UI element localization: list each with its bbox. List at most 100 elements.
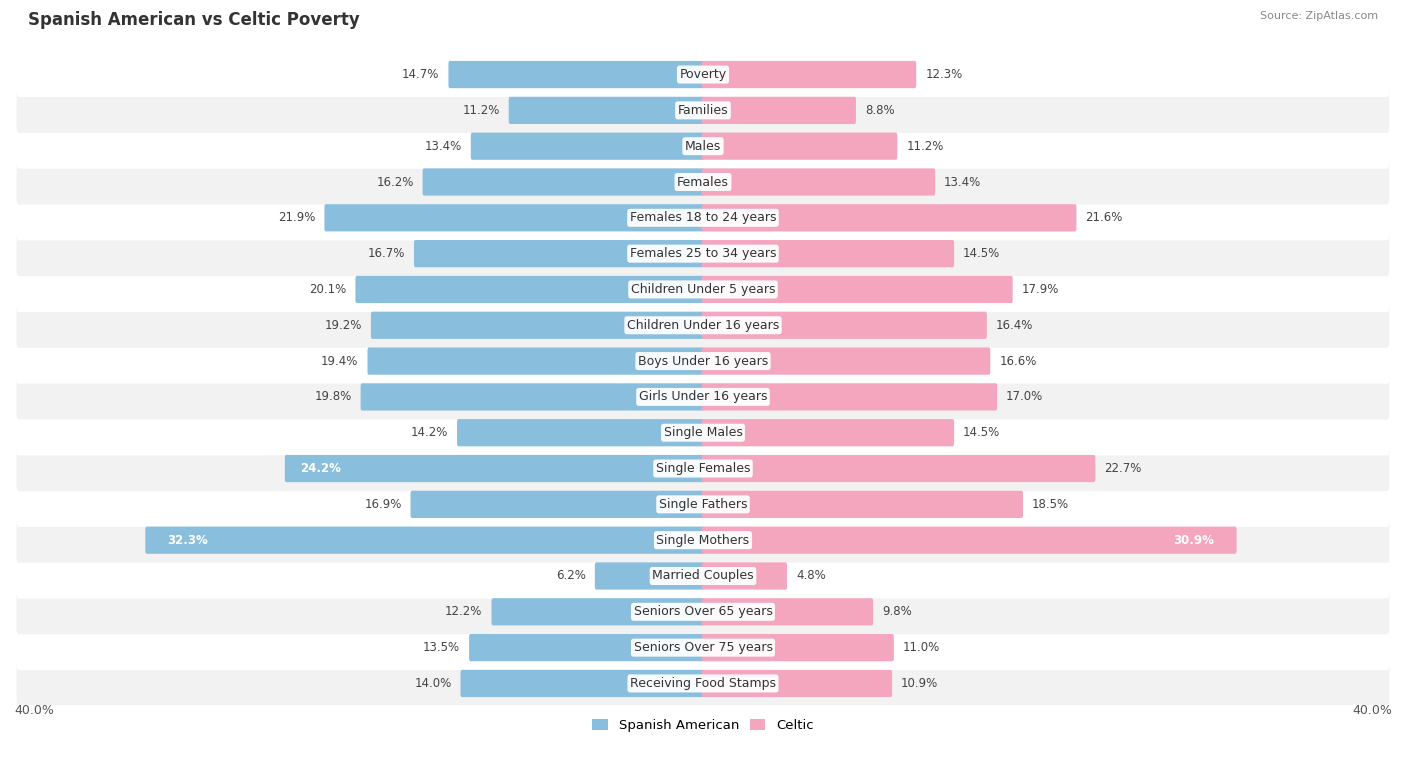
FancyBboxPatch shape xyxy=(702,670,893,697)
Text: Girls Under 16 years: Girls Under 16 years xyxy=(638,390,768,403)
FancyBboxPatch shape xyxy=(702,240,955,268)
FancyBboxPatch shape xyxy=(17,410,1389,456)
Text: 4.8%: 4.8% xyxy=(796,569,825,582)
FancyBboxPatch shape xyxy=(702,61,917,88)
Text: 16.4%: 16.4% xyxy=(995,319,1033,332)
FancyBboxPatch shape xyxy=(411,490,704,518)
FancyBboxPatch shape xyxy=(702,455,1095,482)
Text: 14.7%: 14.7% xyxy=(402,68,440,81)
FancyBboxPatch shape xyxy=(17,482,1389,527)
Text: Receiving Food Stamps: Receiving Food Stamps xyxy=(630,677,776,690)
FancyBboxPatch shape xyxy=(492,598,704,625)
Text: Source: ZipAtlas.com: Source: ZipAtlas.com xyxy=(1260,11,1378,21)
FancyBboxPatch shape xyxy=(17,518,1389,562)
Text: Females: Females xyxy=(678,176,728,189)
Text: 11.0%: 11.0% xyxy=(903,641,941,654)
FancyBboxPatch shape xyxy=(17,553,1389,599)
Text: 11.2%: 11.2% xyxy=(907,139,943,152)
FancyBboxPatch shape xyxy=(17,374,1389,419)
Text: 17.9%: 17.9% xyxy=(1022,283,1059,296)
Text: 14.5%: 14.5% xyxy=(963,247,1000,260)
FancyBboxPatch shape xyxy=(702,204,1077,231)
FancyBboxPatch shape xyxy=(423,168,704,196)
Text: Single Males: Single Males xyxy=(664,426,742,439)
Text: 30.9%: 30.9% xyxy=(1174,534,1215,547)
FancyBboxPatch shape xyxy=(17,231,1389,276)
Legend: Spanish American, Celtic: Spanish American, Celtic xyxy=(588,714,818,738)
Text: 14.0%: 14.0% xyxy=(415,677,451,690)
Text: Spanish American vs Celtic Poverty: Spanish American vs Celtic Poverty xyxy=(28,11,360,30)
Text: 19.4%: 19.4% xyxy=(321,355,359,368)
FancyBboxPatch shape xyxy=(471,133,704,160)
Text: 14.2%: 14.2% xyxy=(411,426,449,439)
FancyBboxPatch shape xyxy=(702,168,935,196)
FancyBboxPatch shape xyxy=(17,159,1389,205)
FancyBboxPatch shape xyxy=(17,52,1389,97)
FancyBboxPatch shape xyxy=(702,384,997,411)
Text: Boys Under 16 years: Boys Under 16 years xyxy=(638,355,768,368)
Text: 32.3%: 32.3% xyxy=(167,534,208,547)
FancyBboxPatch shape xyxy=(702,347,990,374)
Text: Males: Males xyxy=(685,139,721,152)
Text: 9.8%: 9.8% xyxy=(882,606,912,619)
FancyBboxPatch shape xyxy=(702,562,787,590)
FancyBboxPatch shape xyxy=(457,419,704,446)
Text: 20.1%: 20.1% xyxy=(309,283,346,296)
Text: 12.3%: 12.3% xyxy=(925,68,963,81)
FancyBboxPatch shape xyxy=(702,312,987,339)
Text: Single Mothers: Single Mothers xyxy=(657,534,749,547)
FancyBboxPatch shape xyxy=(17,446,1389,491)
FancyBboxPatch shape xyxy=(325,204,704,231)
FancyBboxPatch shape xyxy=(413,240,704,268)
Text: 19.8%: 19.8% xyxy=(315,390,352,403)
Text: 13.4%: 13.4% xyxy=(425,139,461,152)
FancyBboxPatch shape xyxy=(17,661,1389,706)
FancyBboxPatch shape xyxy=(17,625,1389,670)
Text: Children Under 5 years: Children Under 5 years xyxy=(631,283,775,296)
Text: 22.7%: 22.7% xyxy=(1104,462,1142,475)
Text: 24.2%: 24.2% xyxy=(299,462,340,475)
FancyBboxPatch shape xyxy=(702,133,897,160)
FancyBboxPatch shape xyxy=(145,527,704,554)
Text: Married Couples: Married Couples xyxy=(652,569,754,582)
FancyBboxPatch shape xyxy=(367,347,704,374)
Text: 18.5%: 18.5% xyxy=(1032,498,1069,511)
FancyBboxPatch shape xyxy=(702,527,1237,554)
Text: Children Under 16 years: Children Under 16 years xyxy=(627,319,779,332)
Text: 6.2%: 6.2% xyxy=(555,569,586,582)
FancyBboxPatch shape xyxy=(17,339,1389,384)
FancyBboxPatch shape xyxy=(356,276,704,303)
FancyBboxPatch shape xyxy=(371,312,704,339)
FancyBboxPatch shape xyxy=(702,419,955,446)
Text: Seniors Over 65 years: Seniors Over 65 years xyxy=(634,606,772,619)
Text: 19.2%: 19.2% xyxy=(325,319,361,332)
Text: Females 25 to 34 years: Females 25 to 34 years xyxy=(630,247,776,260)
Text: Females 18 to 24 years: Females 18 to 24 years xyxy=(630,211,776,224)
Text: 13.5%: 13.5% xyxy=(423,641,460,654)
Text: Families: Families xyxy=(678,104,728,117)
Text: 21.9%: 21.9% xyxy=(278,211,315,224)
Text: Poverty: Poverty xyxy=(679,68,727,81)
FancyBboxPatch shape xyxy=(702,598,873,625)
FancyBboxPatch shape xyxy=(17,88,1389,133)
Text: 16.9%: 16.9% xyxy=(364,498,402,511)
Text: 13.4%: 13.4% xyxy=(945,176,981,189)
FancyBboxPatch shape xyxy=(702,634,894,661)
FancyBboxPatch shape xyxy=(17,196,1389,240)
FancyBboxPatch shape xyxy=(595,562,704,590)
FancyBboxPatch shape xyxy=(17,302,1389,348)
FancyBboxPatch shape xyxy=(449,61,704,88)
FancyBboxPatch shape xyxy=(285,455,704,482)
Text: 11.2%: 11.2% xyxy=(463,104,499,117)
Text: Seniors Over 75 years: Seniors Over 75 years xyxy=(634,641,772,654)
Text: 17.0%: 17.0% xyxy=(1007,390,1043,403)
FancyBboxPatch shape xyxy=(461,670,704,697)
FancyBboxPatch shape xyxy=(17,267,1389,312)
FancyBboxPatch shape xyxy=(702,276,1012,303)
Text: 12.2%: 12.2% xyxy=(446,606,482,619)
Text: 16.2%: 16.2% xyxy=(377,176,413,189)
FancyBboxPatch shape xyxy=(702,490,1024,518)
FancyBboxPatch shape xyxy=(509,97,704,124)
Text: 10.9%: 10.9% xyxy=(901,677,938,690)
Text: 40.0%: 40.0% xyxy=(14,704,53,717)
